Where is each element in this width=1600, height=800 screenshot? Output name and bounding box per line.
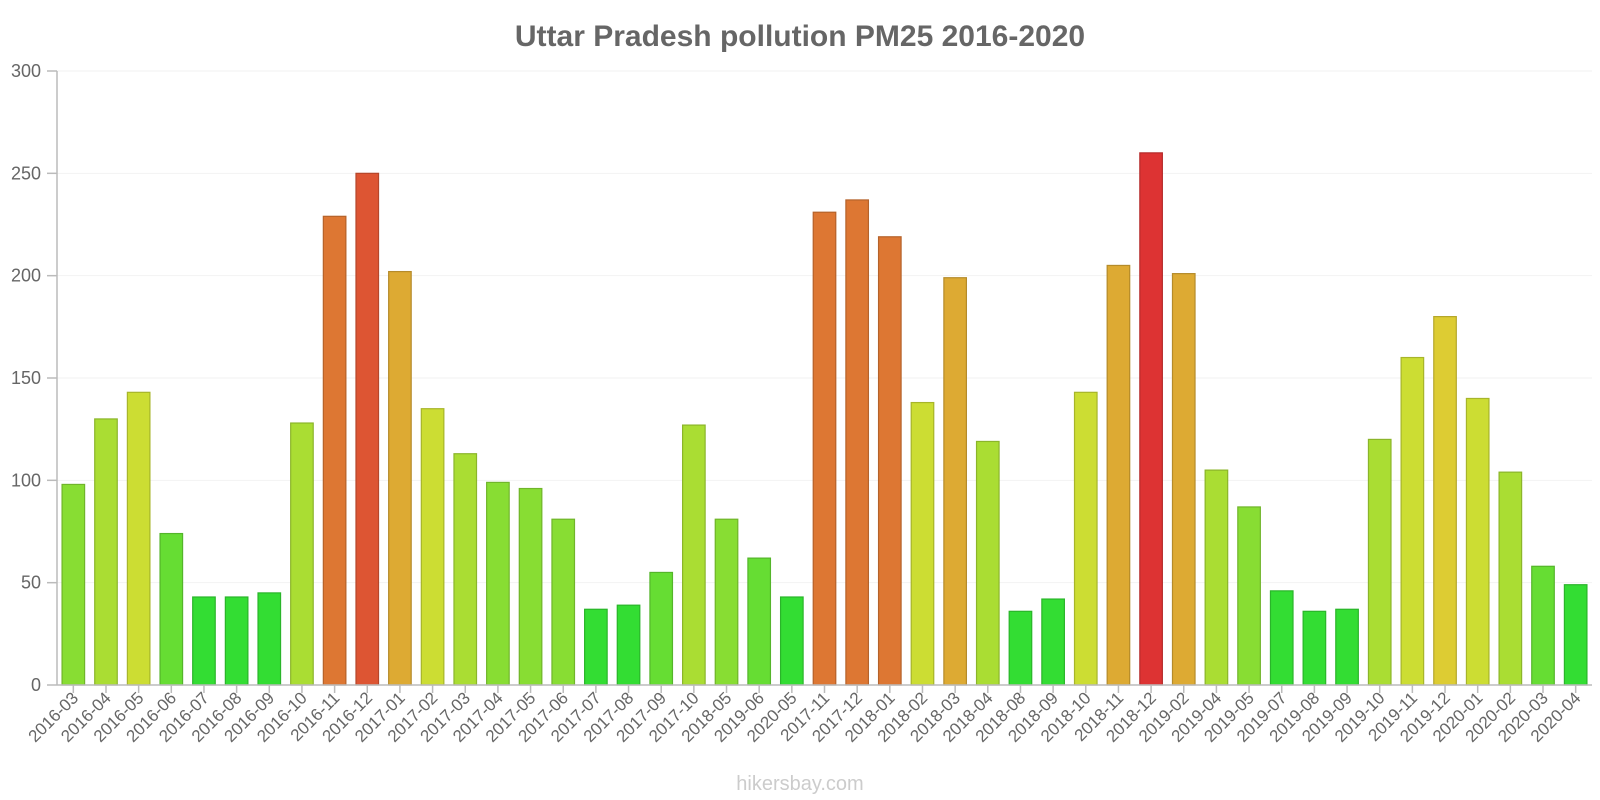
bar [224, 596, 249, 686]
bar [322, 215, 347, 686]
bars [61, 152, 1588, 686]
bar [649, 571, 674, 686]
chart-title: Uttar Pradesh pollution PM25 2016-2020 [515, 20, 1085, 53]
bar [975, 440, 1000, 686]
y-tick-label: 50 [21, 573, 41, 593]
bar [290, 422, 314, 686]
bar [812, 211, 837, 686]
bar [910, 401, 935, 686]
bar [1531, 565, 1555, 686]
bar [747, 557, 772, 686]
bar [257, 592, 282, 686]
bar [943, 277, 968, 686]
bar [1335, 608, 1359, 686]
bar [1204, 469, 1229, 686]
bar [877, 236, 902, 686]
bar [1139, 152, 1163, 686]
bar [1106, 264, 1131, 686]
bar [420, 408, 445, 686]
bar [714, 518, 739, 686]
credit-text: hikersbay.com [736, 773, 863, 795]
y-tick-label: 250 [11, 163, 41, 183]
bar [159, 532, 184, 686]
bar [1008, 610, 1033, 686]
bar [551, 518, 576, 686]
bar [845, 199, 870, 686]
y-tick-label: 150 [11, 368, 41, 388]
bar [126, 391, 151, 686]
y-tick-label: 300 [11, 61, 41, 81]
bar [1433, 316, 1457, 686]
bar [94, 418, 118, 686]
bar [1269, 590, 1294, 686]
bar [388, 270, 412, 686]
bar [1171, 273, 1196, 686]
bar [1465, 397, 1490, 686]
bar [1400, 356, 1425, 686]
bar [779, 596, 804, 686]
bar [453, 453, 478, 686]
bar [486, 481, 510, 686]
bar [1367, 438, 1392, 686]
bar [1073, 391, 1098, 686]
y-tick-label: 0 [31, 675, 41, 695]
y-axis-ticks: 0 50 100 150 200 250 300 [11, 61, 57, 695]
bar [681, 424, 706, 686]
bar [1498, 471, 1523, 686]
bar [61, 483, 86, 686]
x-axis-ticks: 2016-032016-042016-052016-062016-072016-… [25, 685, 1584, 746]
bar [355, 172, 380, 686]
y-tick-label: 200 [11, 266, 41, 286]
bar [1237, 506, 1261, 686]
bar [192, 596, 216, 686]
bar [1563, 584, 1588, 686]
bar [518, 487, 543, 686]
y-tick-label: 100 [11, 470, 41, 490]
bar [616, 604, 641, 686]
bar [1302, 610, 1327, 686]
bar [1041, 598, 1065, 686]
bar [584, 608, 608, 686]
